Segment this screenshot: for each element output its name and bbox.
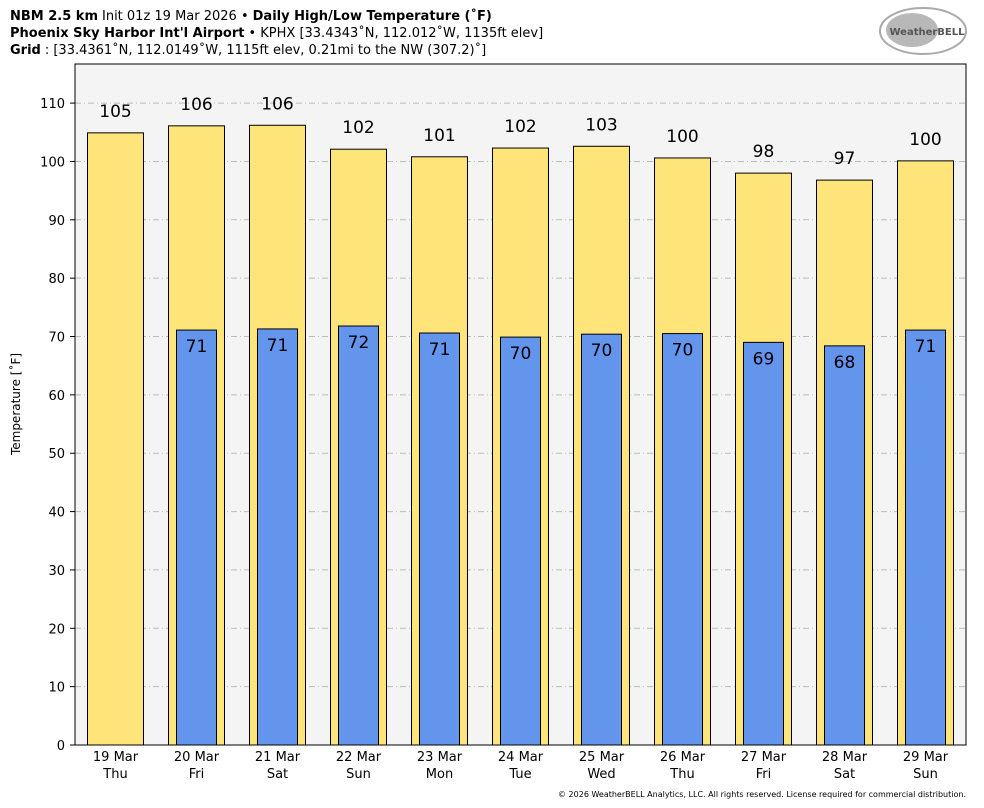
low-bar [824, 345, 865, 746]
data-label: 102 [504, 117, 536, 137]
x-tick-label: 20 Mar [174, 750, 220, 765]
y-tick-label: 20 [48, 622, 65, 637]
low-bar [257, 328, 298, 746]
data-label: 100 [909, 130, 941, 150]
high-bar [87, 132, 144, 746]
x-tick-label: 25 Mar [579, 750, 625, 765]
data-label: 70 [591, 341, 613, 361]
header-text: Phoenix Sky Harbor Int'l Airport [10, 26, 244, 41]
x-tick-weekday: Thu [102, 767, 127, 782]
y-tick-label: 80 [48, 272, 65, 287]
low-bar [419, 332, 460, 746]
y-tick-label: 90 [48, 214, 65, 229]
data-label: 68 [834, 353, 856, 373]
x-tick-label: 23 Mar [417, 750, 463, 765]
y-tick-label: 10 [48, 681, 65, 696]
data-label: 70 [510, 344, 532, 364]
header-text: NBM 2.5 km [10, 9, 98, 24]
y-axis-label: Temperature [˚F] [8, 353, 23, 456]
y-tick-label: 30 [48, 564, 65, 579]
data-label: 71 [915, 337, 937, 357]
x-tick-label: 27 Mar [741, 750, 787, 765]
x-tick-label: 21 Mar [255, 750, 301, 765]
data-label: 106 [180, 95, 212, 115]
data-label: 71 [429, 340, 451, 360]
y-tick-label: 50 [48, 447, 65, 462]
low-bar [338, 325, 379, 746]
x-tick-weekday: Mon [426, 767, 453, 782]
data-label: 71 [186, 337, 208, 357]
y-tick-label: 70 [48, 331, 65, 346]
low-bar [581, 333, 622, 746]
data-label: 100 [666, 127, 698, 147]
x-tick-label: 22 Mar [336, 750, 382, 765]
low-bar [905, 329, 946, 746]
x-tick-weekday: Fri [756, 767, 772, 782]
y-tick-label: 60 [48, 389, 65, 404]
low-bar [743, 341, 784, 746]
x-tick-label: 29 Mar [903, 750, 949, 765]
x-tick-weekday: Thu [669, 767, 694, 782]
header-text: Init 01z 19 Mar 2026 • [102, 9, 249, 24]
x-tick-label: 19 Mar [93, 750, 139, 765]
low-bar [176, 329, 217, 746]
y-tick-label: 100 [40, 155, 65, 170]
data-label: 103 [585, 115, 617, 135]
logo-text: WeatherBELL [889, 27, 965, 38]
data-label: 70 [672, 341, 694, 361]
x-tick-weekday: Tue [508, 767, 531, 782]
header-text: Daily High/Low Temperature (˚F) [253, 8, 492, 24]
y-tick-label: 0 [57, 739, 65, 754]
data-label: 102 [342, 118, 374, 138]
x-tick-label: 26 Mar [660, 750, 706, 765]
data-label: 72 [348, 333, 370, 353]
x-tick-weekday: Sat [267, 767, 288, 782]
x-tick-weekday: Sun [346, 767, 371, 782]
data-label: 97 [834, 149, 856, 169]
y-tick-label: 110 [40, 97, 65, 112]
data-label: 106 [261, 94, 293, 114]
data-label: 105 [99, 102, 131, 122]
data-label: 69 [753, 349, 775, 369]
header-text: Grid [10, 43, 41, 58]
x-tick-label: 24 Mar [498, 750, 544, 765]
y-tick-label: 40 [48, 506, 65, 521]
low-bar [662, 333, 703, 746]
x-tick-weekday: Sun [913, 767, 938, 782]
x-tick-weekday: Fri [189, 767, 205, 782]
x-tick-label: 28 Mar [822, 750, 868, 765]
header-text: • KPHX [33.4343˚N, 112.012˚W, 1135ft ele… [248, 25, 543, 41]
footer: © 2026 WeatherBELL Analytics, LLC. All r… [558, 790, 966, 799]
x-tick-weekday: Wed [587, 767, 615, 782]
x-tick-weekday: Sat [834, 767, 855, 782]
data-label: 101 [423, 126, 455, 146]
data-label: 71 [267, 336, 289, 356]
logo: WeatherBELL [879, 7, 967, 55]
data-label: 98 [753, 142, 775, 162]
low-bar [500, 336, 541, 746]
header-text: : [33.4361˚N, 112.0149˚W, 1115ft elev, 0… [45, 42, 486, 58]
plot-frame [74, 63, 967, 746]
header-line: Grid : [33.4361˚N, 112.0149˚W, 1115ft ele… [10, 42, 486, 58]
header-line: Phoenix Sky Harbor Int'l Airport • KPHX [… [10, 25, 543, 41]
header-line: NBM 2.5 km Init 01z 19 Mar 2026 • Daily Hi… [10, 8, 492, 24]
